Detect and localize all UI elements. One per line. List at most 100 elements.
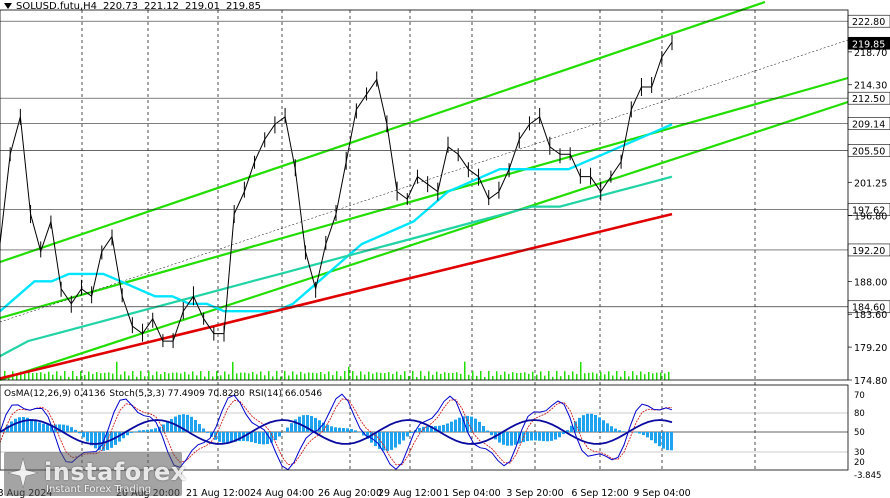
volume-bar — [608, 371, 610, 380]
volume-bar — [344, 371, 346, 380]
volume-bar — [440, 373, 442, 380]
osma-bar — [118, 432, 121, 442]
volume-bar — [28, 372, 30, 380]
osma-bar — [622, 431, 625, 432]
osma-bar — [182, 414, 185, 432]
volume-bar — [544, 375, 546, 380]
osma-bar — [62, 424, 65, 432]
osma-bar — [314, 417, 317, 432]
osma-bar — [462, 416, 465, 432]
volume-bar — [428, 371, 430, 380]
volume-bar — [188, 374, 190, 380]
osma-bar — [18, 417, 21, 432]
x-axis-label: 6 Sep 12:00 — [571, 488, 628, 498]
volume-bar — [140, 371, 142, 380]
volume-bar — [120, 374, 122, 380]
osma-bar — [358, 432, 361, 433]
osma-bar — [574, 421, 577, 432]
volume-bar — [332, 375, 334, 380]
volume-bar — [136, 376, 138, 380]
volume-bar — [420, 371, 422, 380]
logo-icon — [7, 457, 39, 489]
osma-bar — [310, 416, 313, 432]
osma-bar — [542, 432, 545, 442]
osma-bar — [130, 432, 133, 433]
osma-bar — [198, 424, 201, 432]
volume-bar — [436, 371, 438, 380]
volume-bar — [236, 373, 238, 380]
volume-bar — [480, 371, 482, 380]
osma-bar — [94, 432, 97, 449]
osma-bar — [558, 432, 561, 438]
osma-bar — [602, 420, 605, 432]
volume-bar — [132, 371, 134, 380]
volume-bar — [252, 371, 254, 380]
osma-bar — [326, 424, 329, 432]
volume-bar — [380, 372, 382, 380]
volume-bar — [180, 373, 182, 380]
volume-bar — [44, 373, 46, 380]
ohlc-close: 219.85 — [226, 1, 262, 12]
osma-bar — [554, 432, 557, 440]
osma-bar — [154, 428, 157, 432]
volume-bar — [48, 371, 50, 380]
osma-bar — [290, 423, 293, 432]
chart-header: SOLUSD.futu,H4 220.73 221.12 219.01 219.85 — [4, 1, 267, 12]
logo-tagline: Instant Forex Trading — [46, 484, 152, 495]
price-level-label: 212.50 — [852, 94, 885, 105]
osma-bar — [50, 424, 53, 432]
ohlc-high: 221.12 — [144, 1, 180, 12]
osma-bar — [514, 432, 517, 445]
osma-bar — [442, 424, 445, 432]
volume-bar — [484, 376, 486, 380]
osma-bar — [634, 432, 637, 433]
osma-bar — [410, 432, 413, 433]
osma-bar — [614, 428, 617, 432]
osma-bar — [218, 432, 221, 442]
osma-bar — [470, 416, 473, 432]
volume-bar — [424, 375, 426, 380]
osma-bar — [382, 432, 385, 451]
volume-bar — [280, 376, 282, 380]
osma-bar — [334, 427, 337, 432]
volume-bar — [300, 371, 302, 380]
volume-bar — [240, 372, 242, 380]
price-panel-frame — [0, 9, 849, 381]
y-axis-tick-label: 179.20 — [854, 343, 887, 354]
osma-bar — [210, 432, 213, 437]
dropdown-triangle-icon[interactable] — [4, 3, 12, 9]
volume-bar — [168, 373, 170, 380]
price-level-label: 192.20 — [852, 246, 885, 257]
volume-bar — [76, 376, 78, 380]
osma-bar — [502, 432, 505, 445]
osma-bar — [126, 432, 129, 436]
volume-bar — [368, 371, 370, 380]
stoch-label: Stoch(5,3,3) 77.4909 70.8280 — [109, 389, 245, 399]
volume-bar — [40, 372, 42, 380]
volume-bar — [144, 376, 146, 380]
osma-bar — [642, 432, 645, 436]
channel-line — [0, 76, 849, 320]
osma-bar — [390, 432, 393, 450]
osma-bar — [30, 419, 33, 432]
osma-bar — [322, 422, 325, 432]
price-level-label: 184.60 — [852, 303, 885, 314]
price-level-label: 197.62 — [852, 205, 885, 216]
osma-bar — [330, 426, 333, 432]
osma-bar — [58, 424, 61, 432]
volume-bar — [660, 372, 662, 380]
osma-bar — [150, 429, 153, 432]
volume-bar — [92, 374, 94, 380]
osma-bar — [598, 417, 601, 432]
rsi-label: RSI(14) 66.0546 — [248, 389, 323, 399]
volume-bar — [528, 373, 530, 380]
indicator-panel-frame — [0, 384, 849, 471]
stoch-level-label: 20 — [854, 458, 865, 468]
volume-bar — [448, 372, 450, 380]
osma-bar — [270, 432, 273, 443]
volume-bar — [308, 372, 310, 380]
osma-bar — [346, 428, 349, 432]
volume-bar — [568, 375, 570, 380]
osma-bar — [294, 419, 297, 432]
